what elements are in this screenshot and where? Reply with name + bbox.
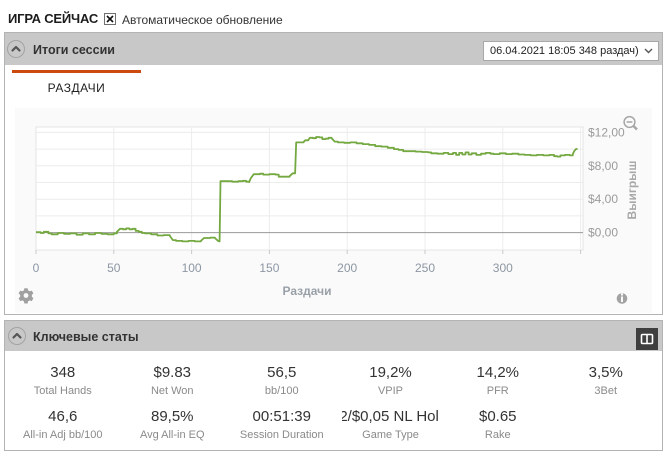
svg-text:$12,00: $12,00 (588, 125, 625, 139)
svg-text:150: 150 (259, 261, 279, 275)
svg-text:$8,00: $8,00 (588, 159, 618, 173)
svg-text:Выигрыш: Выигрыш (625, 161, 639, 220)
svg-text:$0,00: $0,00 (588, 226, 618, 240)
svg-text:50: 50 (107, 261, 121, 275)
svg-text:100: 100 (182, 261, 202, 275)
svg-text:300: 300 (493, 261, 513, 275)
svg-text:200: 200 (337, 261, 357, 275)
svg-text:Раздачи: Раздачи (283, 284, 332, 298)
svg-text:0: 0 (33, 261, 40, 275)
svg-text:$4,00: $4,00 (588, 192, 618, 206)
svg-text:250: 250 (415, 261, 435, 275)
